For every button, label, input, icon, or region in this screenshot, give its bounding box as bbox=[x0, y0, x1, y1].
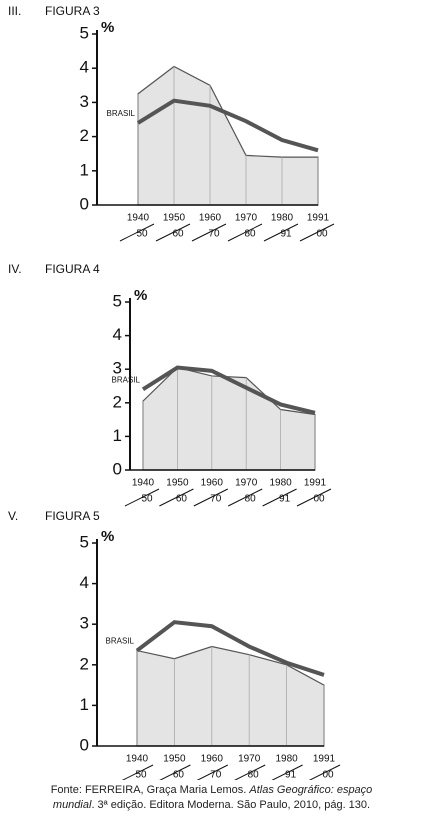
x-tick-slash bbox=[271, 764, 303, 780]
figure-label: V. bbox=[8, 509, 18, 523]
figure-title: FIGURA 5 bbox=[45, 509, 100, 523]
x-tick-slash bbox=[119, 223, 155, 242]
y-tick-label: 4 bbox=[80, 573, 89, 592]
area bbox=[136, 645, 325, 747]
source-title: Atlas Geográfico: espaço bbox=[249, 784, 373, 796]
x-tick-label: 50 bbox=[141, 494, 153, 505]
x-tick-slash bbox=[227, 223, 263, 242]
figure-label: III. bbox=[8, 4, 21, 18]
x-tick-label: 1980 bbox=[271, 213, 294, 224]
x-tick-label: 91 bbox=[285, 770, 297, 780]
y-tick-label: 2 bbox=[80, 126, 89, 145]
y-tick-label: 5 bbox=[80, 532, 89, 551]
y-tick-label: 1 bbox=[113, 426, 122, 445]
x-tick-label: 1950 bbox=[163, 213, 186, 224]
x-tick-label: 1991 bbox=[304, 478, 327, 489]
x-tick-label: 50 bbox=[136, 229, 148, 240]
y-tick-label: 1 bbox=[80, 695, 89, 714]
x-tick-label: 1940 bbox=[126, 754, 149, 765]
line bbox=[136, 98, 319, 153]
y-axis-label: % bbox=[134, 287, 147, 304]
x-tick-label: 80 bbox=[248, 770, 260, 780]
x-tick-label: 1970 bbox=[235, 213, 258, 224]
x-tick-label: 1960 bbox=[201, 754, 224, 765]
x-tick-slash bbox=[159, 488, 194, 507]
x-tick-label: 91 bbox=[280, 229, 292, 240]
y-tick-label: 0 bbox=[80, 735, 89, 754]
x-tick-label: 00 bbox=[313, 494, 325, 505]
x-tick-slash bbox=[159, 764, 191, 780]
x-tick-slash bbox=[263, 223, 299, 242]
y-tick-label: 0 bbox=[113, 459, 122, 478]
x-tick-label: 50 bbox=[135, 770, 147, 780]
y-tick-label: 2 bbox=[80, 654, 89, 673]
y-tick-label: 2 bbox=[113, 392, 122, 411]
x-tick-label: 00 bbox=[316, 229, 328, 240]
area bbox=[137, 65, 319, 206]
x-tick-slash bbox=[299, 223, 335, 242]
x-tick-slash bbox=[262, 488, 297, 507]
x-tick-slash bbox=[308, 764, 341, 780]
x-tick-slash bbox=[193, 488, 229, 507]
x-tick-slash bbox=[191, 223, 227, 242]
figures: III. FIGURA 3%012345BRASIL194050195060196… bbox=[8, 4, 341, 780]
source-title: mundial bbox=[52, 799, 92, 811]
y-tick-label: 4 bbox=[113, 325, 122, 344]
x-tick-slash bbox=[227, 488, 263, 507]
x-tick-label: 1950 bbox=[163, 754, 186, 765]
x-tick-label: 00 bbox=[322, 770, 334, 780]
y-tick-label: 5 bbox=[113, 291, 122, 310]
x-tick-label: 1950 bbox=[166, 478, 189, 489]
x-tick-label: 1940 bbox=[132, 478, 155, 489]
line bbox=[135, 620, 325, 677]
x-tick-label: 1940 bbox=[127, 213, 150, 224]
legend-label: BRASIL bbox=[107, 109, 136, 118]
x-tick-label: 91 bbox=[279, 494, 291, 505]
y-tick-label: 4 bbox=[80, 58, 89, 77]
y-tick-label: 5 bbox=[80, 23, 89, 42]
x-tick-slash bbox=[124, 488, 160, 507]
x-tick-slash bbox=[296, 488, 332, 507]
figure-title: FIGURA 3 bbox=[45, 4, 100, 18]
legend-label: BRASIL bbox=[112, 375, 141, 384]
x-tick-label: 1980 bbox=[275, 754, 298, 765]
x-tick-label: 1960 bbox=[201, 478, 224, 489]
figure-title: FIGURA 4 bbox=[45, 262, 100, 276]
x-tick-label: 60 bbox=[173, 770, 185, 780]
x-tick-label: 1970 bbox=[238, 754, 261, 765]
y-tick-label: 1 bbox=[80, 160, 89, 179]
x-tick-label: 1970 bbox=[235, 478, 258, 489]
y-tick-label: 3 bbox=[80, 92, 89, 111]
y-axis-label: % bbox=[101, 19, 114, 36]
x-tick-label: 60 bbox=[172, 229, 184, 240]
x-tick-slash bbox=[196, 764, 229, 780]
y-tick-label: 3 bbox=[113, 359, 122, 378]
x-tick-label: 70 bbox=[208, 229, 220, 240]
x-tick-label: 80 bbox=[244, 229, 256, 240]
area bbox=[142, 366, 316, 471]
x-tick-slash bbox=[121, 764, 154, 780]
y-tick-label: 0 bbox=[80, 194, 89, 213]
x-tick-slash bbox=[155, 223, 191, 242]
legend-label: BRASIL bbox=[106, 637, 135, 646]
source: Fonte: FERREIRA, Graça Maria Lemos. Atla… bbox=[0, 783, 423, 813]
x-tick-label: 70 bbox=[210, 770, 222, 780]
x-tick-label: 1960 bbox=[199, 213, 222, 224]
y-tick-label: 3 bbox=[80, 614, 89, 633]
y-axis-label: % bbox=[101, 528, 114, 545]
x-tick-slash bbox=[234, 764, 266, 780]
x-tick-label: 70 bbox=[210, 494, 222, 505]
source-text: . 3ª edição. Editora Moderna. São Paulo,… bbox=[91, 799, 371, 811]
x-tick-label: 1991 bbox=[307, 213, 330, 224]
x-tick-label: 60 bbox=[176, 494, 188, 505]
x-tick-label: 80 bbox=[245, 494, 257, 505]
figure-label: IV. bbox=[8, 262, 22, 276]
x-tick-label: 1980 bbox=[269, 478, 292, 489]
source-text: Fonte: FERREIRA, Graça Maria Lemos. bbox=[50, 784, 247, 796]
line bbox=[141, 365, 316, 415]
x-tick-label: 1991 bbox=[313, 754, 336, 765]
